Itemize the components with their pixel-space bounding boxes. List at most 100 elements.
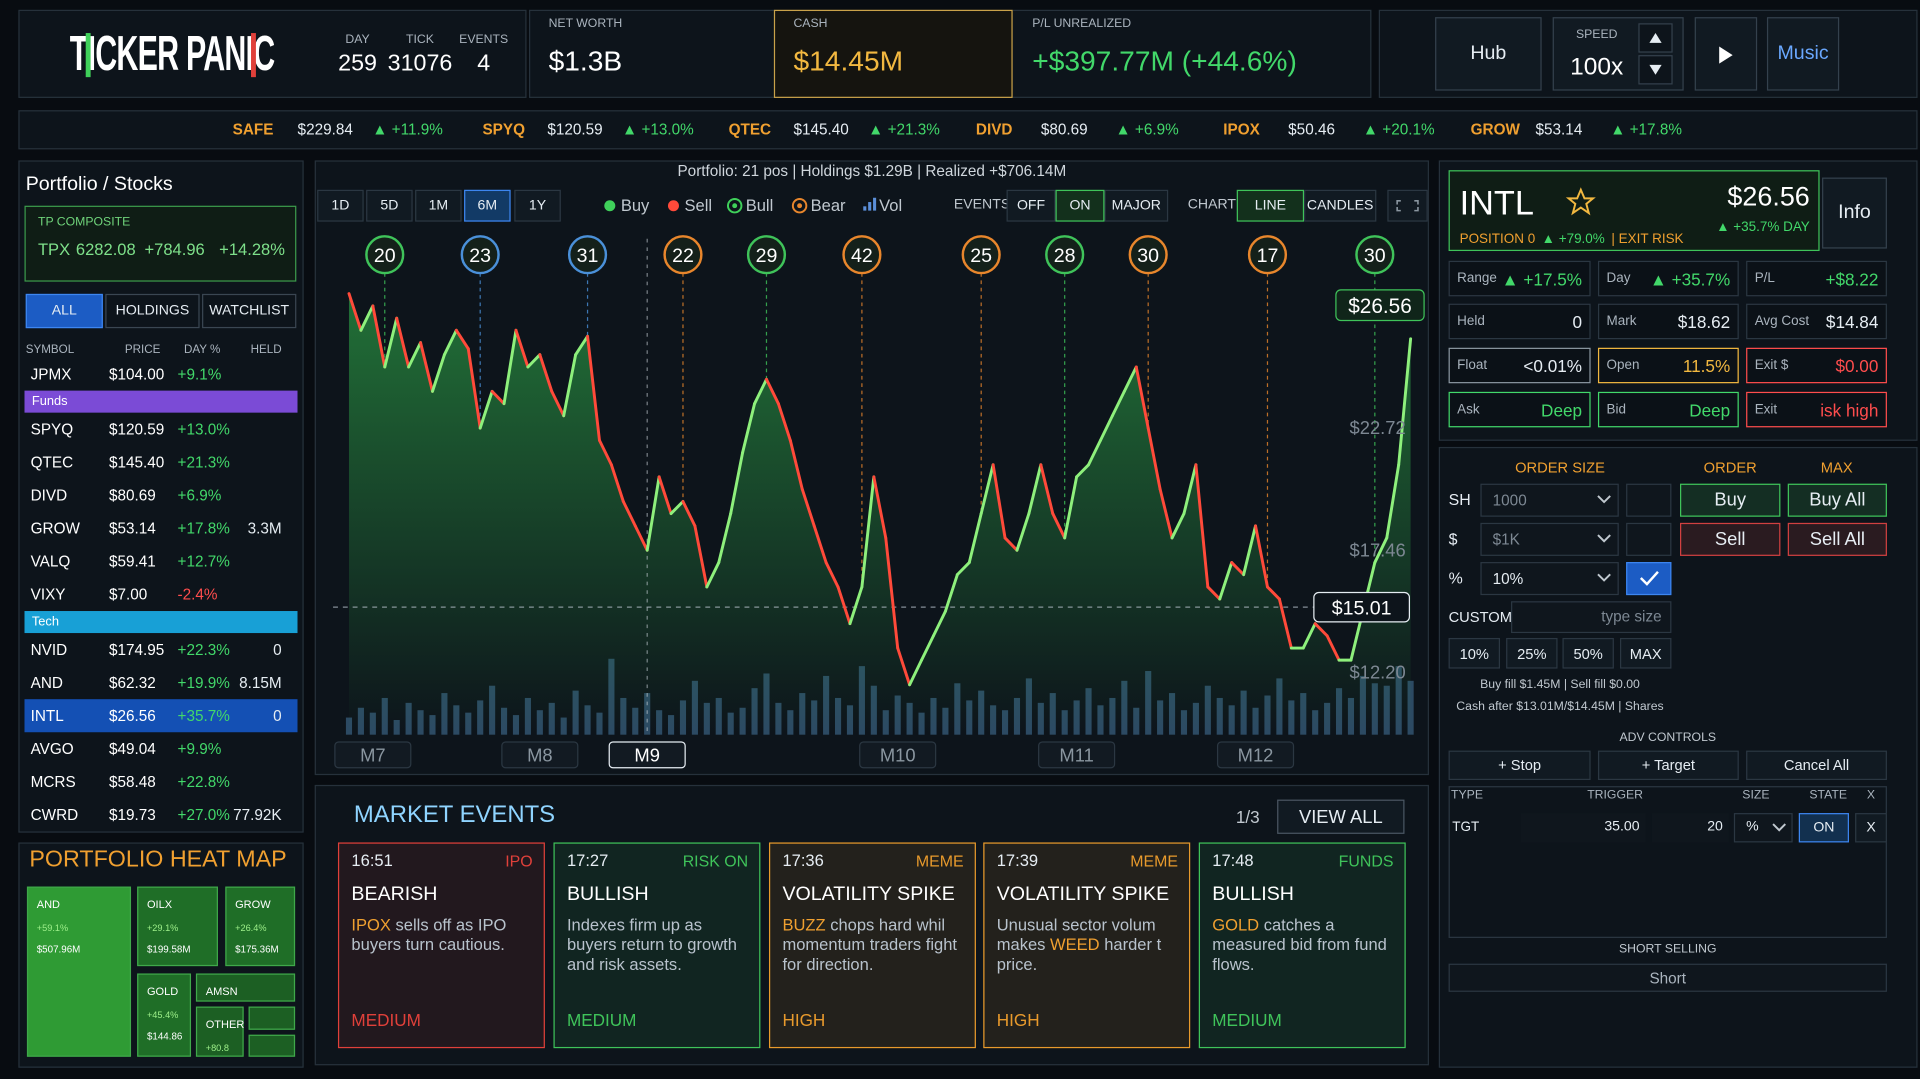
tab[interactable]: WATCHLIST xyxy=(202,293,297,329)
price-segment xyxy=(1087,438,1102,467)
chart-option[interactable]: LINE xyxy=(1236,189,1305,222)
event-count: 28 xyxy=(1054,245,1076,267)
tab[interactable]: ALL xyxy=(25,293,103,329)
stat-cell xyxy=(1448,391,1591,428)
event-marker xyxy=(663,235,703,275)
x-tick-box xyxy=(334,741,412,769)
x-tick-box xyxy=(859,741,937,769)
quick-size[interactable]: 10% xyxy=(1448,637,1501,669)
range-button[interactable]: 6M xyxy=(464,189,511,222)
x-tick-label: M12 xyxy=(1238,745,1274,766)
remove-button[interactable]: X xyxy=(1855,813,1887,843)
event-headline: VOLATILITY SPIKE xyxy=(996,884,1170,905)
order-button[interactable]: Sell xyxy=(1680,522,1781,556)
max-button[interactable]: Sell All xyxy=(1787,522,1887,556)
row-price: $62.32 xyxy=(108,673,156,691)
quick-size[interactable]: 25% xyxy=(1506,637,1558,669)
x-tick-box xyxy=(1216,741,1295,769)
state-button[interactable]: ON xyxy=(1798,813,1849,843)
heatmap-tile[interactable] xyxy=(225,886,296,967)
group-label: Tech xyxy=(31,614,60,630)
heatmap-tile[interactable] xyxy=(26,886,132,1057)
range-button[interactable]: 1Y xyxy=(514,189,561,222)
price-segment xyxy=(633,524,649,552)
play-button[interactable] xyxy=(1694,17,1758,91)
heatmap-tile[interactable] xyxy=(137,973,192,1057)
size-toggle[interactable] xyxy=(1626,483,1672,517)
range-button[interactable]: 1D xyxy=(317,189,364,222)
price-segment xyxy=(657,475,673,516)
heatmap-tile[interactable] xyxy=(137,886,218,967)
order-button[interactable]: Buy xyxy=(1680,483,1781,517)
size-select[interactable] xyxy=(1480,562,1619,596)
group-header xyxy=(24,611,298,634)
column-header: SYMBOL xyxy=(25,343,75,357)
price-segment xyxy=(383,316,399,369)
speed-label: SPEED xyxy=(1575,28,1618,42)
event-card[interactable] xyxy=(1198,842,1406,1049)
adv-button[interactable]: + Target xyxy=(1597,750,1739,781)
event-headline: BULLISH xyxy=(566,884,649,905)
info-button[interactable]: Info xyxy=(1822,177,1887,249)
event-card[interactable] xyxy=(553,842,761,1049)
quick-size[interactable]: MAX xyxy=(1620,637,1672,669)
price-segment xyxy=(896,646,912,687)
row-price: $59.41 xyxy=(108,552,156,570)
speed-up[interactable] xyxy=(1638,23,1673,53)
table-header: X xyxy=(1866,788,1876,803)
events-option[interactable]: OFF xyxy=(1006,189,1056,222)
hub-button[interactable]: Hub xyxy=(1435,17,1542,91)
price-segment xyxy=(431,353,446,393)
chart-option[interactable]: CANDLES xyxy=(1304,189,1377,222)
stat-cell xyxy=(1448,347,1591,384)
row-symbol: VALQ xyxy=(30,552,71,570)
heatmap-tile[interactable] xyxy=(195,1006,244,1057)
event-card[interactable] xyxy=(983,842,1191,1049)
max-button[interactable]: Buy All xyxy=(1787,483,1887,517)
expand-button[interactable] xyxy=(1387,189,1428,222)
price-segment xyxy=(347,292,363,332)
custom-input[interactable] xyxy=(1511,601,1672,634)
size-select[interactable] xyxy=(1480,522,1619,556)
row-symbol: VIXY xyxy=(30,585,66,603)
selected-row[interactable] xyxy=(24,699,298,733)
x-tick-box xyxy=(501,741,579,769)
view-all-button[interactable]: VIEW ALL xyxy=(1277,799,1405,834)
row-symbol: GROW xyxy=(30,519,80,537)
stat-cell xyxy=(1597,303,1739,340)
stat-label: Exit xyxy=(1754,401,1778,417)
size-input[interactable] xyxy=(1651,813,1729,843)
size-toggle[interactable] xyxy=(1626,522,1672,556)
speed-down[interactable] xyxy=(1638,55,1673,85)
trigger-input[interactable] xyxy=(1520,813,1646,843)
events-option[interactable]: MAJOR xyxy=(1104,189,1169,222)
price-segment xyxy=(812,524,828,565)
summary-label: P/L UNREALIZED xyxy=(1032,17,1132,31)
event-time: 17:39 xyxy=(996,851,1039,870)
stat-value: isk high xyxy=(1820,399,1879,420)
tab[interactable]: HOLDINGS xyxy=(105,293,200,329)
stat-label: Avg Cost xyxy=(1754,313,1810,329)
row-symbol: CWRD xyxy=(30,806,79,824)
unit-select[interactable] xyxy=(1733,813,1793,843)
heatmap-tile[interactable] xyxy=(195,973,296,1002)
price-segment xyxy=(1158,487,1174,540)
music-button[interactable]: Music xyxy=(1766,17,1840,91)
price-segment xyxy=(932,609,947,638)
adv-button[interactable]: + Stop xyxy=(1448,750,1591,781)
row-symbol: MCRS xyxy=(30,772,76,791)
event-card[interactable] xyxy=(337,842,545,1049)
adv-button[interactable]: Cancel All xyxy=(1746,750,1887,781)
size-toggle[interactable] xyxy=(1626,562,1672,596)
size-select[interactable] xyxy=(1480,483,1619,517)
range-button[interactable]: 5D xyxy=(366,189,413,222)
ticker-change: ▲ +11.9% xyxy=(372,120,443,139)
quick-size[interactable]: 50% xyxy=(1562,637,1614,669)
short-button[interactable]: Short xyxy=(1448,963,1887,992)
range-button[interactable]: 1M xyxy=(415,189,462,222)
reference-label-box xyxy=(1313,591,1411,623)
events-option[interactable]: ON xyxy=(1055,189,1105,222)
price-segment xyxy=(562,353,578,418)
stat-label: Bid xyxy=(1606,401,1627,417)
event-card[interactable] xyxy=(768,842,976,1049)
